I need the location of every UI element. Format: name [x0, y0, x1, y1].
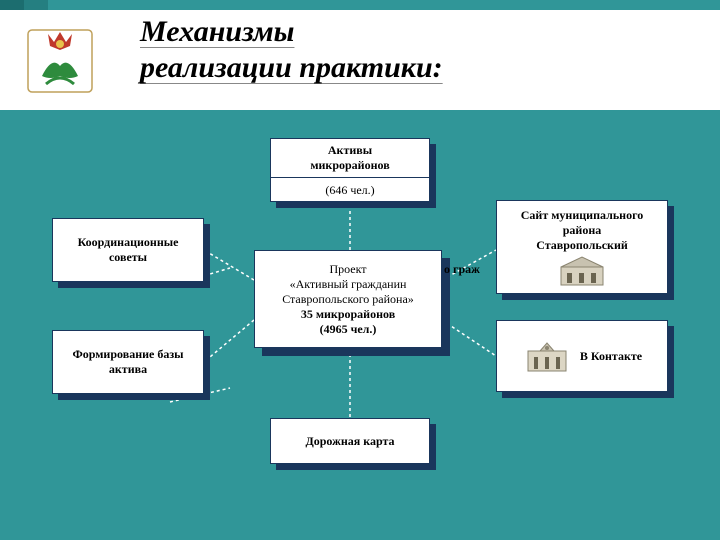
node-bottom-label: Дорожная карта [305, 434, 394, 449]
node-right2-label: В Контакте [580, 349, 642, 364]
node-top-sub: (646 чел.) [270, 178, 430, 202]
title-line2: реализации практики: [140, 51, 443, 84]
diagram: Активы микрорайонов (646 чел.) Координац… [0, 130, 720, 530]
emblem-icon [22, 20, 98, 98]
node-left2-label: Формирование базы актива [72, 347, 183, 377]
node-bottom: Дорожная карта [270, 418, 430, 464]
peek-text: о граж [444, 262, 480, 277]
building-icon [557, 253, 607, 287]
node-right1: Сайт муниципального района Ставропольски… [496, 200, 668, 294]
node-top: Активы микрорайонов [270, 138, 430, 178]
node-left1-label: Координационные советы [78, 235, 179, 265]
node-center: Проект «Активный гражданин Ставропольско… [254, 250, 442, 348]
node-left2: Формирование базы актива [52, 330, 204, 394]
page-title: Механизмы реализации практики: [140, 14, 700, 86]
title-line1: Механизмы [140, 15, 294, 48]
building-icon [522, 339, 572, 373]
title-wrap: Механизмы реализации практики: [140, 14, 700, 86]
node-right2: В Контакте [496, 320, 668, 392]
node-top-label: Активы микрорайонов [310, 143, 389, 173]
node-left1: Координационные советы [52, 218, 204, 282]
node-top-sub-label: (646 чел.) [325, 183, 374, 198]
node-center-label: Проект «Активный гражданин Ставропольско… [282, 262, 414, 337]
node-right1-label: Сайт муниципального района Ставропольски… [521, 208, 643, 253]
